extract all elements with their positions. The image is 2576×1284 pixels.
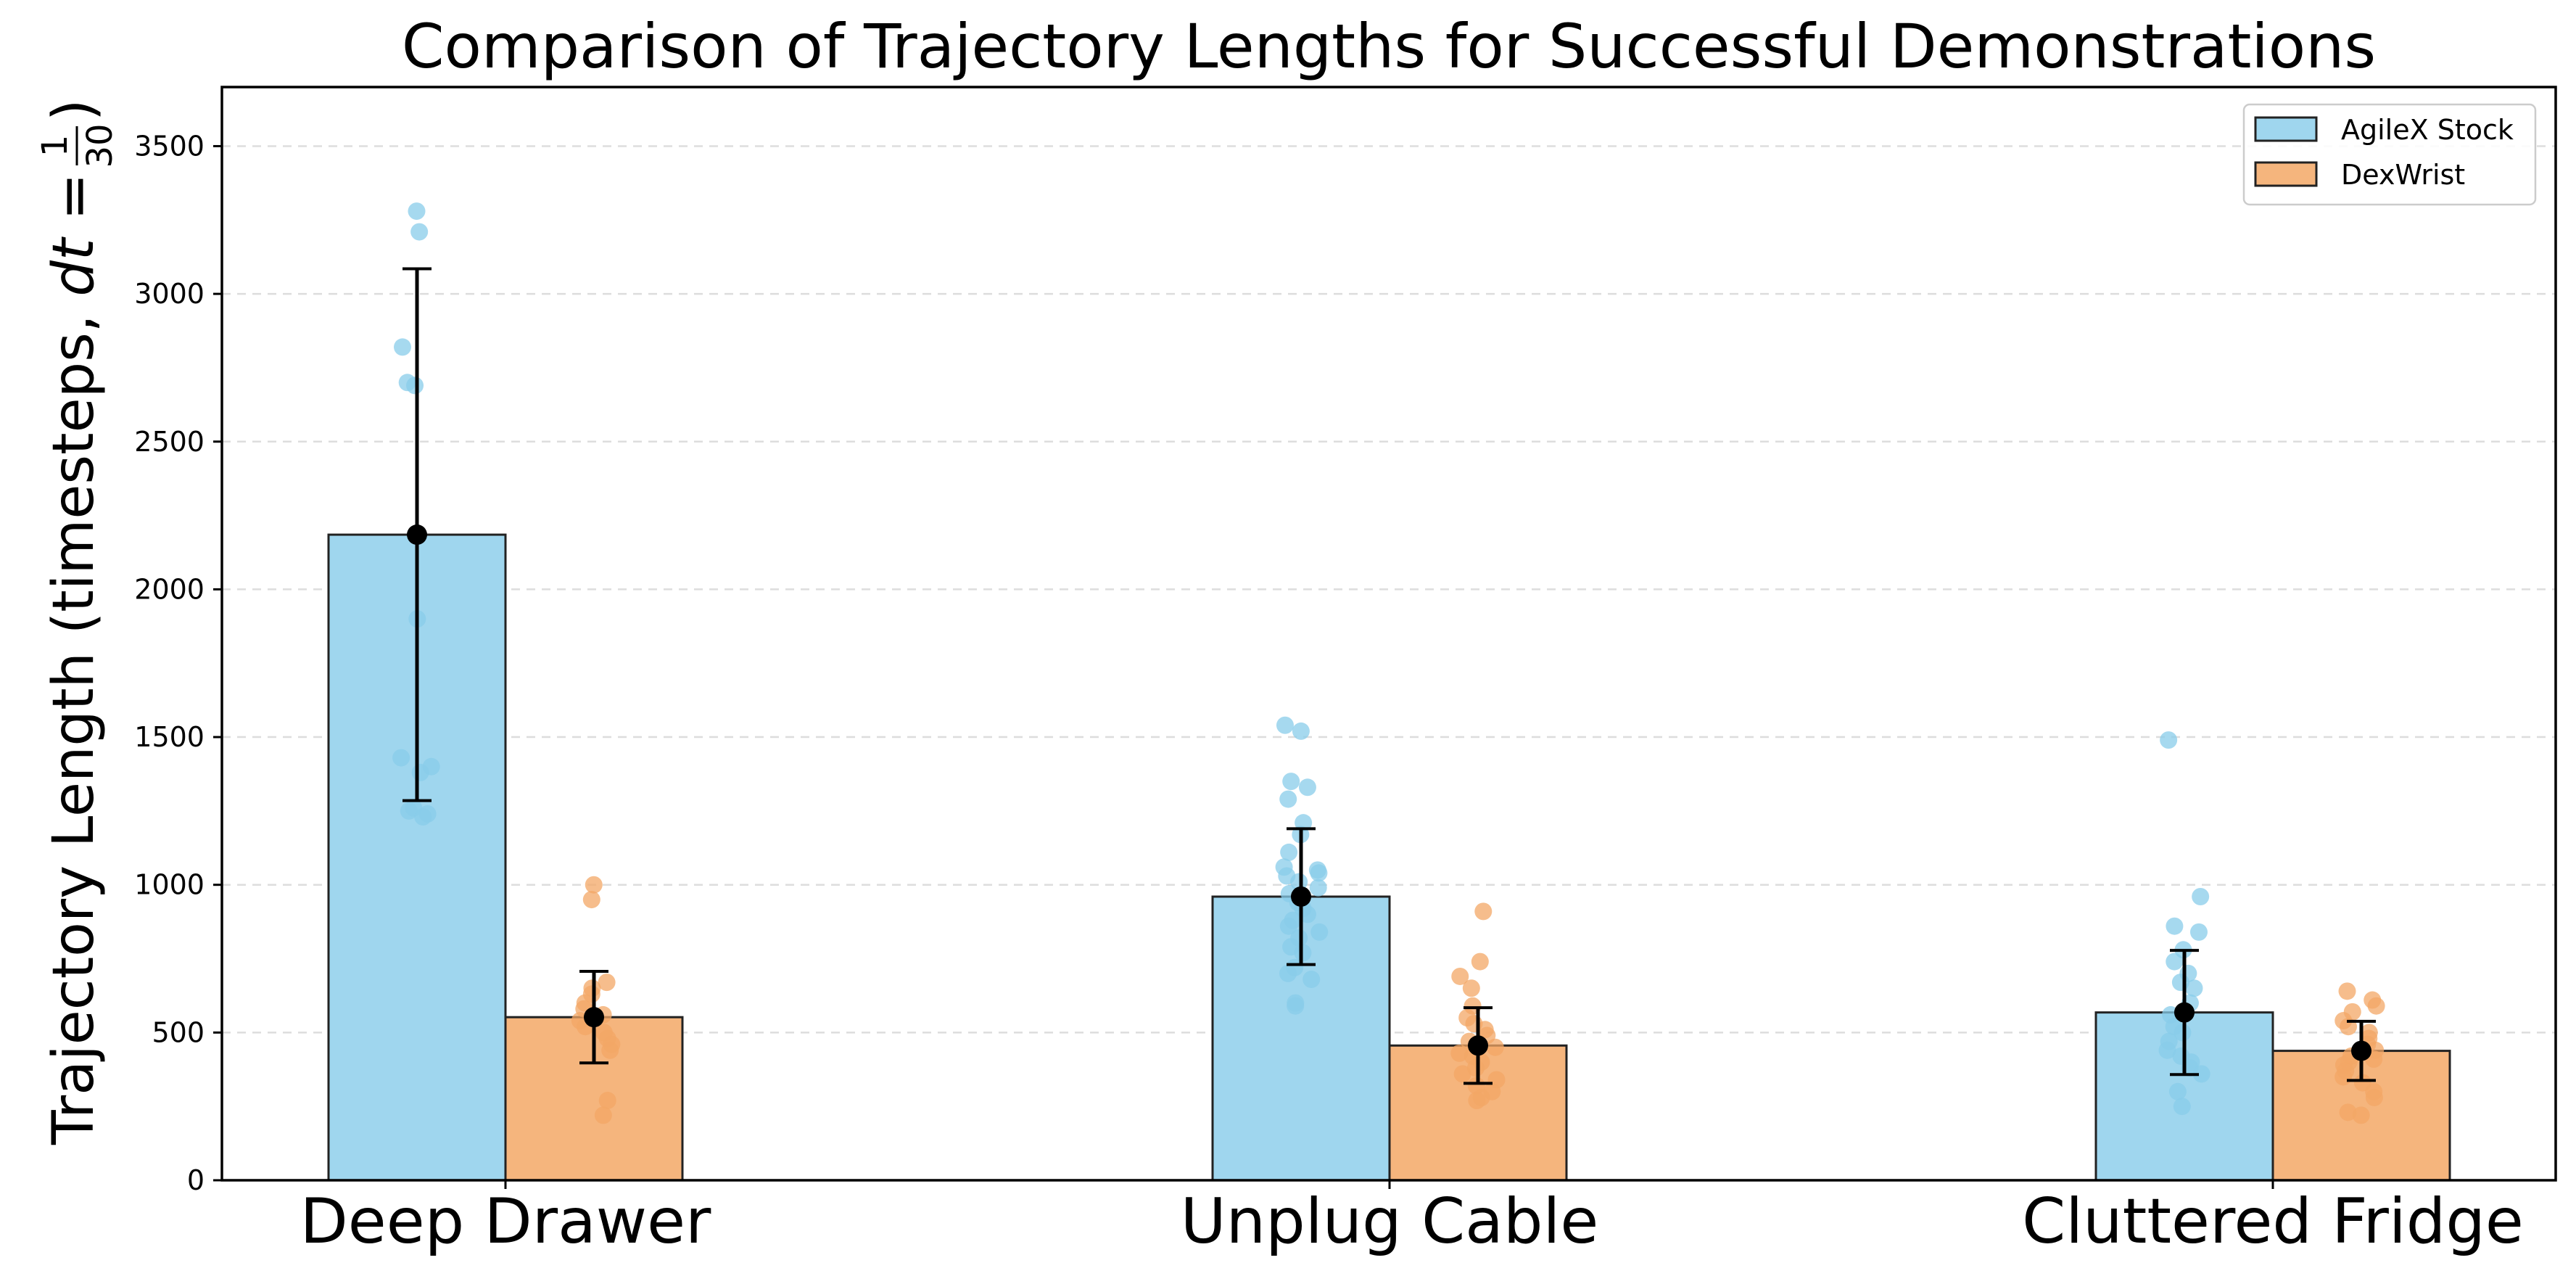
mean-marker (2174, 1002, 2195, 1023)
data-point-agilex-stock (2166, 952, 2184, 971)
data-point-agilex-stock (1279, 964, 1297, 982)
data-point-agilex-stock (1280, 843, 1298, 861)
y-axis-label: Trajectory Length (timesteps, dt = 1 30 … (35, 99, 120, 1145)
data-point-dexwrist (2338, 982, 2356, 1000)
x-tick-label-deep-drawer: Deep Drawer (300, 1185, 711, 1258)
legend-swatch-dexwrist (2254, 161, 2318, 187)
data-point-dexwrist (1462, 979, 1480, 997)
data-point-agilex-stock (1290, 873, 1308, 891)
data-point-dexwrist (2365, 1088, 2383, 1106)
data-point-agilex-stock (2185, 979, 2203, 997)
y-tick-label: 3500 (134, 130, 205, 162)
data-point-agilex-stock (2174, 1024, 2192, 1042)
y-axis-label-close: ) (41, 99, 107, 121)
data-point-dexwrist (585, 876, 603, 894)
data-point-agilex-stock (1310, 864, 1328, 882)
data-points (392, 202, 2385, 1124)
data-point-agilex-stock (1276, 716, 1294, 734)
data-point-agilex-stock (1303, 971, 1321, 989)
data-point-dexwrist (594, 1106, 612, 1124)
data-point-agilex-stock (2166, 917, 2184, 935)
y-tick-label: 1000 (134, 869, 205, 901)
data-point-dexwrist (598, 974, 616, 992)
svg-text:Trajectory Length (timesteps,: Trajectory Length (timesteps, dt = (41, 173, 107, 1145)
y-tick-label: 2000 (134, 573, 205, 605)
data-point-agilex-stock (2168, 1082, 2187, 1100)
data-point-dexwrist (2367, 997, 2385, 1015)
data-point-dexwrist (1486, 1038, 1504, 1056)
data-point-dexwrist (598, 1092, 616, 1110)
data-point-dexwrist (1471, 952, 1489, 971)
y-axis-label-numerator: 1 (35, 135, 75, 157)
y-axis-label-denominator: 30 (80, 123, 120, 168)
x-tick-label-cluttered-fridge: Cluttered Fridge (2022, 1185, 2524, 1258)
x-tick-label-unplug-cable: Unplug Cable (1181, 1185, 1599, 1258)
mean-marker (2351, 1040, 2371, 1061)
x-axis: Deep Drawer Unplug Cable Cluttered Fridge (300, 1180, 2524, 1258)
y-axis-label-dt: dt (41, 236, 107, 297)
data-point-agilex-stock (392, 749, 410, 767)
legend-label-dexwrist: DexWrist (2341, 159, 2465, 191)
data-point-agilex-stock (406, 376, 424, 395)
y-axis: 0 500 1000 1500 2000 2500 3000 3500 (134, 130, 222, 1196)
data-point-dexwrist (601, 1041, 619, 1059)
data-point-dexwrist (2334, 1068, 2353, 1086)
mean-marker (407, 524, 427, 546)
legend-label-agilex-stock: AgileX Stock (2341, 114, 2514, 146)
data-point-agilex-stock (1279, 790, 1297, 808)
y-tick-label: 500 (152, 1016, 205, 1048)
data-point-agilex-stock (1279, 917, 1297, 935)
data-point-dexwrist (1450, 1044, 1469, 1062)
data-point-dexwrist (1451, 967, 1469, 985)
data-point-dexwrist (1468, 1092, 1486, 1110)
data-point-agilex-stock (1287, 997, 1305, 1015)
data-point-agilex-stock (414, 808, 432, 826)
data-point-agilex-stock (1298, 778, 1316, 797)
bars (327, 533, 2451, 1182)
data-point-dexwrist (1474, 902, 1493, 921)
mean-marker (1468, 1035, 1488, 1056)
data-point-agilex-stock (394, 338, 412, 356)
y-tick-label: 3000 (134, 278, 205, 310)
data-point-agilex-stock (1292, 722, 1310, 740)
data-point-agilex-stock (2158, 1041, 2176, 1059)
legend-swatch-agilex-stock (2254, 116, 2318, 142)
data-point-agilex-stock (1309, 878, 1327, 897)
data-point-dexwrist (1453, 1065, 1471, 1083)
data-point-agilex-stock (1298, 905, 1316, 923)
data-point-agilex-stock (1282, 773, 1300, 791)
error-bars (402, 267, 2376, 1085)
data-point-dexwrist (1466, 1059, 1485, 1077)
data-point-agilex-stock (2192, 887, 2210, 905)
data-point-agilex-stock (411, 763, 429, 781)
chart-title: Comparison of Trajectory Lengths for Suc… (402, 11, 2376, 82)
data-point-agilex-stock (2189, 923, 2208, 941)
data-point-dexwrist (582, 891, 600, 909)
y-axis-label-main: Trajectory Length (timesteps, (41, 297, 107, 1145)
data-point-agilex-stock (2160, 731, 2178, 749)
data-point-dexwrist (2339, 1103, 2357, 1122)
data-point-agilex-stock (1310, 923, 1329, 941)
mean-marker (584, 1007, 604, 1028)
y-tick-label: 2500 (134, 426, 205, 458)
y-axis-label-eq: = (41, 173, 107, 238)
data-point-agilex-stock (2192, 1065, 2210, 1083)
data-point-agilex-stock (408, 202, 426, 221)
data-point-agilex-stock (410, 223, 429, 241)
data-point-agilex-stock (2173, 1098, 2191, 1116)
y-tick-label: 0 (187, 1164, 205, 1196)
legend: AgileX Stock DexWrist (2242, 103, 2537, 206)
mean-marker (1291, 886, 1311, 907)
data-point-dexwrist (2352, 1106, 2370, 1124)
data-point-agilex-stock (400, 802, 418, 820)
y-tick-label: 1500 (134, 721, 205, 753)
